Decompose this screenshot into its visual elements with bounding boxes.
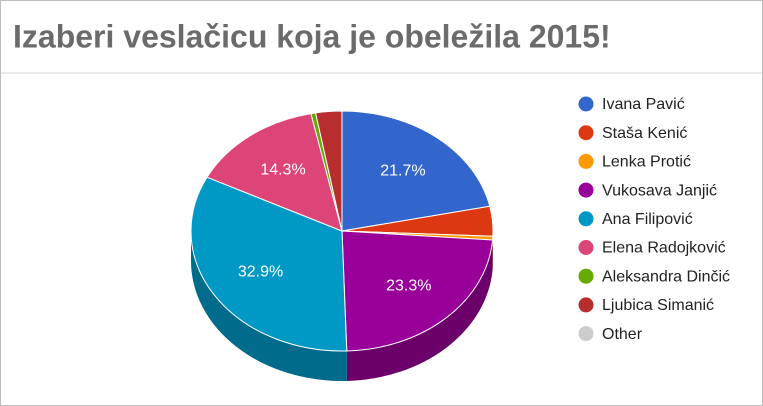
slice-side <box>346 240 493 381</box>
legend-swatch <box>578 240 594 255</box>
chart-title: Izaberi veslačicu koja je obeležila 2015… <box>13 18 611 54</box>
legend-swatch <box>578 96 594 112</box>
legend-swatch <box>578 125 594 141</box>
data-label: 21.7% <box>380 163 425 180</box>
legend-label: Ivana Pavić <box>602 96 685 113</box>
legend-label: Other <box>602 326 643 343</box>
slice <box>341 110 491 232</box>
legend-swatch <box>578 268 594 284</box>
slice <box>190 176 348 352</box>
slice <box>341 230 494 352</box>
legend-label: Ana Filipović <box>602 211 693 228</box>
legend-swatch <box>578 211 594 227</box>
legend-label: Staša Kenić <box>602 125 687 142</box>
legend-label: Elena Radojković <box>602 240 726 257</box>
legend-swatch <box>578 297 594 313</box>
legend-swatch <box>578 326 594 342</box>
legend-label: Aleksandra Dinčić <box>602 268 730 285</box>
slice <box>206 113 343 232</box>
slice-side <box>191 231 347 382</box>
legend-label: Lenka Protić <box>602 154 691 171</box>
legend-swatch <box>578 153 594 169</box>
legend-label: Ljubica Simanić <box>602 297 714 314</box>
data-label: 23.3% <box>386 278 431 295</box>
data-label: 32.9% <box>238 264 283 281</box>
legend-label: Vukosava Janjić <box>602 182 717 199</box>
data-label: 14.3% <box>260 161 305 178</box>
slice <box>314 110 343 232</box>
legend-swatch <box>578 182 594 198</box>
